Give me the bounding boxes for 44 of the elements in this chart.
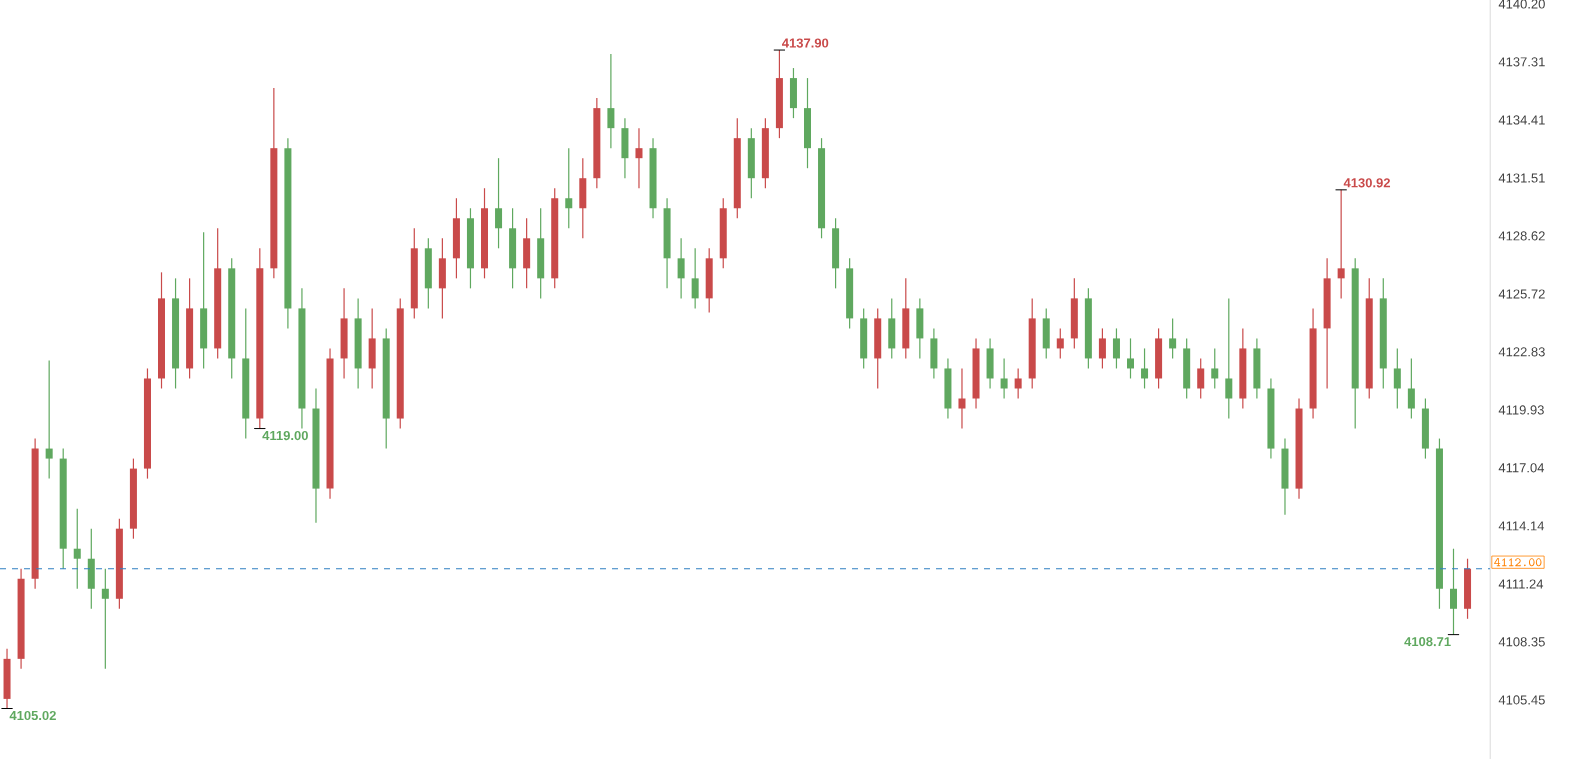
candlestick <box>1449 548 1458 636</box>
y-tick-label: 4111.24 <box>1498 579 1544 589</box>
candlestick <box>1225 297 1233 420</box>
y-tick-label: 4128.62 <box>1498 231 1545 241</box>
candlestick <box>1112 327 1120 370</box>
y-tick-label: 4140.20 <box>1498 0 1545 9</box>
candlestick <box>1098 327 1106 370</box>
candlestick <box>45 359 53 480</box>
y-tick-label: 4137.31 <box>1498 57 1545 67</box>
y-tick-label: 4122.83 <box>1498 347 1545 357</box>
candlestick <box>1197 357 1205 400</box>
candlestick <box>73 508 81 590</box>
y-tick-label: 4108.35 <box>1498 637 1545 647</box>
candlestick <box>495 157 503 249</box>
candlestick <box>677 237 685 299</box>
candlestick <box>1000 357 1008 400</box>
y-tick-label: 4105.45 <box>1498 695 1545 705</box>
candlestick <box>1393 347 1401 410</box>
candlestick <box>1407 357 1415 420</box>
annotation: 4119.00 <box>262 430 308 441</box>
candlestick <box>958 367 966 430</box>
candlestick <box>1337 189 1345 299</box>
candlestick <box>1056 327 1064 360</box>
annotation: 4130.92 <box>1343 178 1391 188</box>
candlestick <box>1169 317 1177 360</box>
annotation: 4137.90 <box>782 38 829 48</box>
candlestick <box>607 53 615 149</box>
annotation: 4108.71 <box>1404 637 1451 647</box>
y-tick-label: 4114.14 <box>1498 521 1545 531</box>
annotation: 4105.02 <box>9 710 56 721</box>
candlestick <box>1211 347 1219 390</box>
candlestick <box>1141 347 1149 390</box>
candlestick <box>565 147 573 229</box>
y-tick-label: 4131.51 <box>1498 173 1545 183</box>
candlestick <box>101 568 109 670</box>
candlestick <box>1126 337 1135 380</box>
y-tick-label: 4117.04 <box>1498 463 1545 473</box>
y-tick-label: 4119.93 <box>1498 405 1544 415</box>
ref-line-label: 4112.00 <box>1494 558 1542 567</box>
candlestick <box>635 127 643 189</box>
y-tick-label: 4125.72 <box>1498 289 1545 299</box>
candlestick <box>1014 367 1022 400</box>
y-tick-label: 4134.41 <box>1498 115 1545 125</box>
candlestick <box>691 247 699 309</box>
